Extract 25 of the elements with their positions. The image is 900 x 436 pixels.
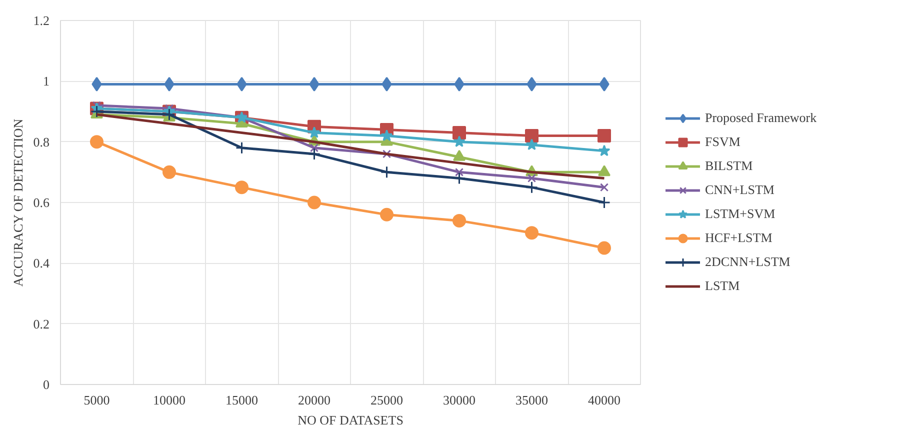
- y-tick-label: 0.6: [33, 195, 50, 210]
- legend-label: LSTM+SVM: [705, 206, 776, 222]
- x-tick-label: 30000: [443, 392, 476, 408]
- y-axis-title: ACCURACY OF DETECTION: [10, 118, 26, 287]
- x-tick-label: 20000: [298, 392, 330, 408]
- x-tick-label: 10000: [153, 392, 186, 408]
- legend-label: HCF+LSTM: [705, 230, 772, 246]
- x-tick-label: 5000: [84, 392, 110, 408]
- x-tick-label: 35000: [516, 392, 548, 408]
- y-tick-label: 1: [43, 74, 50, 89]
- x-axis-title: NO OF DATASETS: [298, 412, 404, 428]
- x-tick-label: 15000: [226, 392, 258, 408]
- legend-label: FSVM: [705, 134, 740, 150]
- x-tick-label: 25000: [370, 392, 403, 408]
- y-tick-label: 0.4: [33, 256, 50, 271]
- legend-label: CNN+LSTM: [705, 182, 774, 198]
- y-tick-label: 0.8: [33, 134, 50, 150]
- y-tick-label: 0.2: [33, 316, 50, 332]
- legend-label: BILSTM: [705, 158, 753, 174]
- legend-label: LSTM: [705, 278, 740, 294]
- legend-label: Proposed Framework: [705, 110, 817, 126]
- y-tick-label: 0: [43, 377, 50, 392]
- legend-label: 2DCNN+LSTM: [705, 254, 790, 270]
- y-tick-label: 1.2: [33, 13, 50, 28]
- x-tick-label: 40000: [588, 392, 620, 408]
